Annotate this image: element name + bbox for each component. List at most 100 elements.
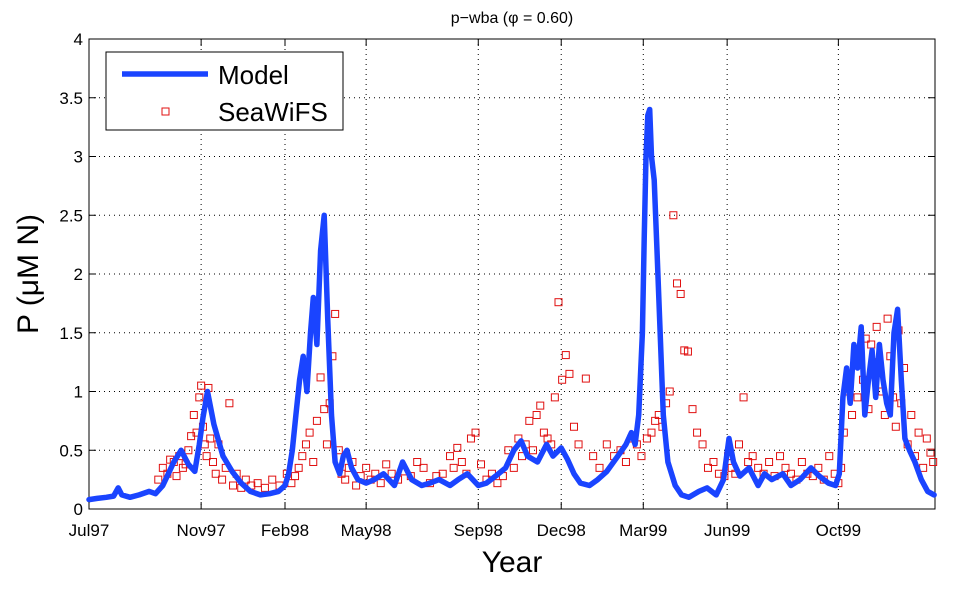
legend-model-label: Model [218,60,289,90]
seawifs-point [929,458,938,466]
seawifs-point [709,458,718,466]
seawifs-point [241,475,250,484]
seawifs-point [189,411,198,419]
x-tick-label: Jun99 [704,521,750,540]
seawifs-point [673,279,682,288]
seawifs-point [569,422,578,431]
seawifs-point [320,405,329,414]
y-tick-label: 0.5 [59,441,83,460]
seawifs-point [532,411,541,419]
seawifs-point [550,393,559,402]
seawifs-point [341,475,350,484]
seawifs-point [797,458,806,466]
seawifs-point [872,322,881,331]
seawifs-point [595,463,604,472]
seawifs-point [195,393,204,402]
seawifs-point [322,440,331,449]
x-tick-label: Nov97 [177,521,226,540]
seawifs-point [786,469,795,478]
seawifs-point [748,452,757,461]
seawifs-point [225,399,234,408]
seawifs-point [776,452,785,461]
legend-seawifs-swatch [161,107,170,116]
seawifs-point [637,452,646,461]
seawifs-point [449,463,458,472]
seawifs-point [647,428,656,437]
seawifs-point [754,463,763,472]
seawifs-point [457,458,466,466]
seawifs-point [309,458,318,466]
seawifs-point [642,434,651,443]
seawifs-point [528,446,537,455]
seawifs-point [883,314,892,323]
seawifs-point [158,463,167,472]
seawifs-point [316,373,325,382]
seawifs-point [825,452,834,461]
seawifs-point [382,460,391,469]
seawifs-point [438,469,447,478]
seawifs-point [446,452,455,461]
seawifs-point [914,428,923,437]
seawifs-point [602,440,611,449]
seawifs-point [294,463,303,472]
seawifs-point [574,440,583,449]
y-tick-label: 1.5 [59,324,83,343]
seawifs-point [197,381,206,390]
seawifs-point [688,405,697,414]
x-tick-label: Dec98 [537,521,586,540]
seawifs-point [493,479,502,488]
seawifs-point [669,211,678,220]
x-tick-label: Mar99 [619,521,667,540]
seawifs-point [477,460,486,469]
model-series-line [86,106,937,503]
seawifs-point [387,469,396,478]
seawifs-point [229,481,238,490]
seawifs-point [305,428,314,437]
y-tick-label: 0 [74,500,83,519]
seawifs-point [891,422,900,431]
seawifs-point [665,387,674,396]
seawifs-point [312,416,321,425]
x-tick-label: Sep98 [454,521,503,540]
seawifs-point [739,393,748,402]
seawifs-point [581,374,590,383]
seawifs-point [202,452,211,461]
seawifs-point [698,440,707,449]
seawifs-point [172,472,181,481]
seawifs-point [301,440,310,449]
seawifs-point [291,472,300,481]
seawifs-point [352,481,361,490]
seawifs-point [466,434,475,443]
y-axis-label: P (μM N) [12,214,45,334]
seawifs-point [208,458,217,466]
axis-ticks: 0 0.5 1 1.5 2 2.5 3 3.5 4 Jul97 Nov97 Feb98 May98 Sep… [59,30,935,540]
seawifs-point [589,452,598,461]
seawifs-point [693,428,702,437]
seawifs-point [211,469,220,478]
chart-title: p−wba (φ = 0.60) [451,10,573,27]
legend: Model SeaWiFS [105,51,344,131]
seawifs-point [154,475,163,484]
seawifs-point [509,463,518,472]
seawifs-point [565,369,574,378]
seawifs-point [853,393,862,402]
seawifs-point [848,411,857,419]
seawifs-point [683,347,692,356]
y-tick-label: 2 [74,265,83,284]
x-tick-label: May98 [341,521,392,540]
seawifs-point [218,475,227,484]
seawifs-point [907,411,916,419]
y-tick-label: 2.5 [59,206,83,225]
legend-seawifs-label: SeaWiFS [218,97,328,127]
seawifs-point [765,458,774,466]
y-tick-label: 1 [74,383,83,402]
y-tick-label: 3.5 [59,89,83,108]
x-tick-label: Jul97 [69,521,110,540]
x-tick-label: Oct99 [816,521,861,540]
seawifs-point [268,475,277,484]
seawifs-point [413,458,422,466]
seawifs-point [561,351,570,360]
seawifs-point [926,448,935,457]
seawifs-point [536,401,545,410]
